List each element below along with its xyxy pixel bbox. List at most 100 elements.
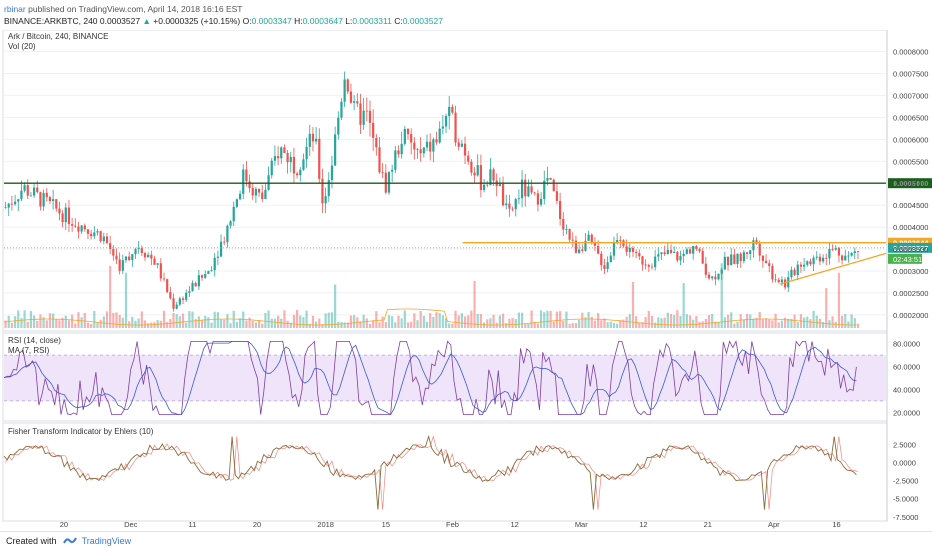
candle-body <box>17 199 20 202</box>
volume-bar <box>641 322 644 328</box>
high-value: 0.0003647 <box>302 16 343 26</box>
volume-bar <box>391 316 394 328</box>
volume-bar <box>603 318 606 328</box>
candle-body <box>752 240 755 251</box>
fisher-line <box>3 434 857 510</box>
rsi-label: RSI (14, close) <box>8 336 61 345</box>
candle-body <box>635 251 638 254</box>
fisher-pane[interactable] <box>2 422 888 522</box>
time-tick-label: 20 <box>253 520 261 529</box>
candle-body <box>147 254 150 258</box>
volume-bar <box>660 318 663 328</box>
candle-body <box>39 192 42 207</box>
candle-body <box>498 184 502 187</box>
volume-bar <box>181 313 185 328</box>
volume-bar <box>635 316 638 328</box>
volume-bar <box>17 310 20 328</box>
candle-body <box>349 91 353 103</box>
candle-body <box>777 279 780 283</box>
price-pane[interactable] <box>2 30 888 332</box>
candle-body <box>587 234 590 241</box>
volume-bar <box>143 320 147 328</box>
volume-bar <box>153 322 156 328</box>
candle-body <box>774 279 777 281</box>
volume-bar <box>584 317 587 328</box>
open-value: 0.0003347 <box>251 16 292 26</box>
volume-bar <box>612 323 616 328</box>
resistance-price-tag <box>888 237 932 248</box>
candle-body <box>251 187 254 196</box>
author-link[interactable]: rbinar <box>4 4 26 14</box>
volume-bar <box>334 284 337 328</box>
volume-bar <box>166 322 169 328</box>
candle-body <box>207 271 210 274</box>
candle-body <box>143 253 147 258</box>
volume-bar <box>739 314 742 328</box>
volume-bar <box>216 312 219 328</box>
volume-bar <box>71 314 74 328</box>
volume-bar <box>359 321 362 328</box>
candle-body <box>261 192 264 200</box>
volume-bar <box>558 311 562 328</box>
fisher-tick-label: -7.5000 <box>893 513 918 522</box>
volume-bar <box>593 320 597 328</box>
volume-bar <box>26 321 29 328</box>
volume-bar <box>251 320 254 328</box>
candle-body <box>692 246 695 254</box>
candle-body <box>647 264 650 267</box>
candle-body <box>36 187 39 193</box>
candle-body <box>508 203 511 209</box>
candle-body <box>650 266 654 268</box>
candle-body <box>517 198 521 200</box>
volume-bar <box>606 322 609 328</box>
candle-body <box>733 254 736 264</box>
candle-body <box>444 116 448 127</box>
volume-bar <box>299 315 302 328</box>
volume-bar <box>482 322 486 328</box>
time-tick-label: Feb <box>446 520 459 529</box>
volume-bar <box>337 321 340 328</box>
volume-bar <box>539 310 543 328</box>
volume-bar <box>590 316 593 328</box>
candle-body <box>410 134 413 143</box>
candle-body <box>381 172 384 174</box>
candle-body <box>688 249 692 254</box>
volume-bar <box>283 310 286 328</box>
candle-body <box>324 196 327 204</box>
candle-body <box>20 190 23 200</box>
candle-body <box>742 252 745 262</box>
rsi-line <box>3 340 857 416</box>
candle-body <box>406 128 410 135</box>
candle-body <box>387 171 391 193</box>
volume-bar <box>378 322 381 328</box>
volume-bar <box>524 323 527 328</box>
volume-bar <box>631 281 635 328</box>
candle-body <box>378 147 381 173</box>
tradingview-brand-link[interactable]: TradingView <box>81 536 132 546</box>
main-chart-title: Ark / Bitcoin, 240, BINANCE <box>8 32 108 41</box>
volume-bar <box>644 317 647 328</box>
volume-bar <box>321 323 324 328</box>
volume-bar <box>121 317 124 328</box>
candle-body <box>334 134 337 166</box>
tradingview-logo-icon <box>63 536 77 547</box>
candle-body <box>828 248 831 259</box>
volume-bar <box>479 313 482 328</box>
volume-bar <box>115 312 118 328</box>
volume-bar <box>654 322 657 328</box>
volume-bar <box>638 322 641 328</box>
candle-body <box>216 256 219 258</box>
volume-bar <box>511 318 514 328</box>
candle-body <box>806 261 809 265</box>
candle-body <box>353 101 356 103</box>
candle-body <box>768 263 771 267</box>
volume-bar <box>578 319 581 328</box>
volume-bar <box>188 311 191 328</box>
candle-body <box>844 255 847 261</box>
rsi-series <box>3 340 886 416</box>
candle-body <box>641 256 644 265</box>
volume-bar <box>134 320 137 328</box>
candle-body <box>549 177 552 180</box>
volume-bar <box>663 317 666 328</box>
